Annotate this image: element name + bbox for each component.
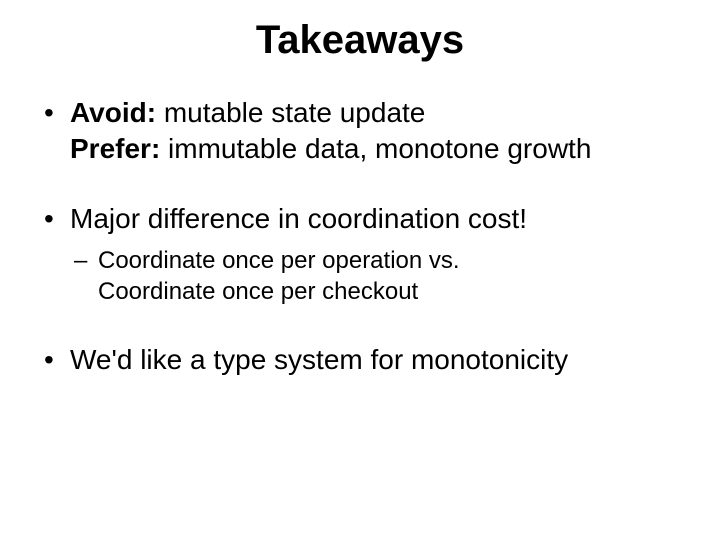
bold-label: Avoid: (70, 97, 156, 128)
body-text: mutable state update (156, 97, 425, 128)
slide-title: Takeaways (36, 18, 684, 63)
body-text: We'd like a type system for monotonicity (70, 344, 568, 375)
sub-text: Coordinate once per operation vs. (98, 247, 460, 274)
bullet-item: We'd like a type system for monotonicity (36, 342, 684, 378)
bold-label: Prefer: (70, 133, 160, 164)
body-text: Major difference in coordination cost! (70, 203, 527, 234)
bullet-item: Avoid: mutable state update Prefer: immu… (36, 95, 684, 167)
body-text: immutable data, monotone growth (160, 133, 591, 164)
bullet-list: Avoid: mutable state update Prefer: immu… (36, 95, 684, 378)
bullet-item: Major difference in coordination cost! C… (36, 201, 684, 308)
sub-bullet: Coordinate once per operation vs. Coordi… (70, 246, 684, 307)
sub-text: Coordinate once per checkout (98, 278, 418, 305)
